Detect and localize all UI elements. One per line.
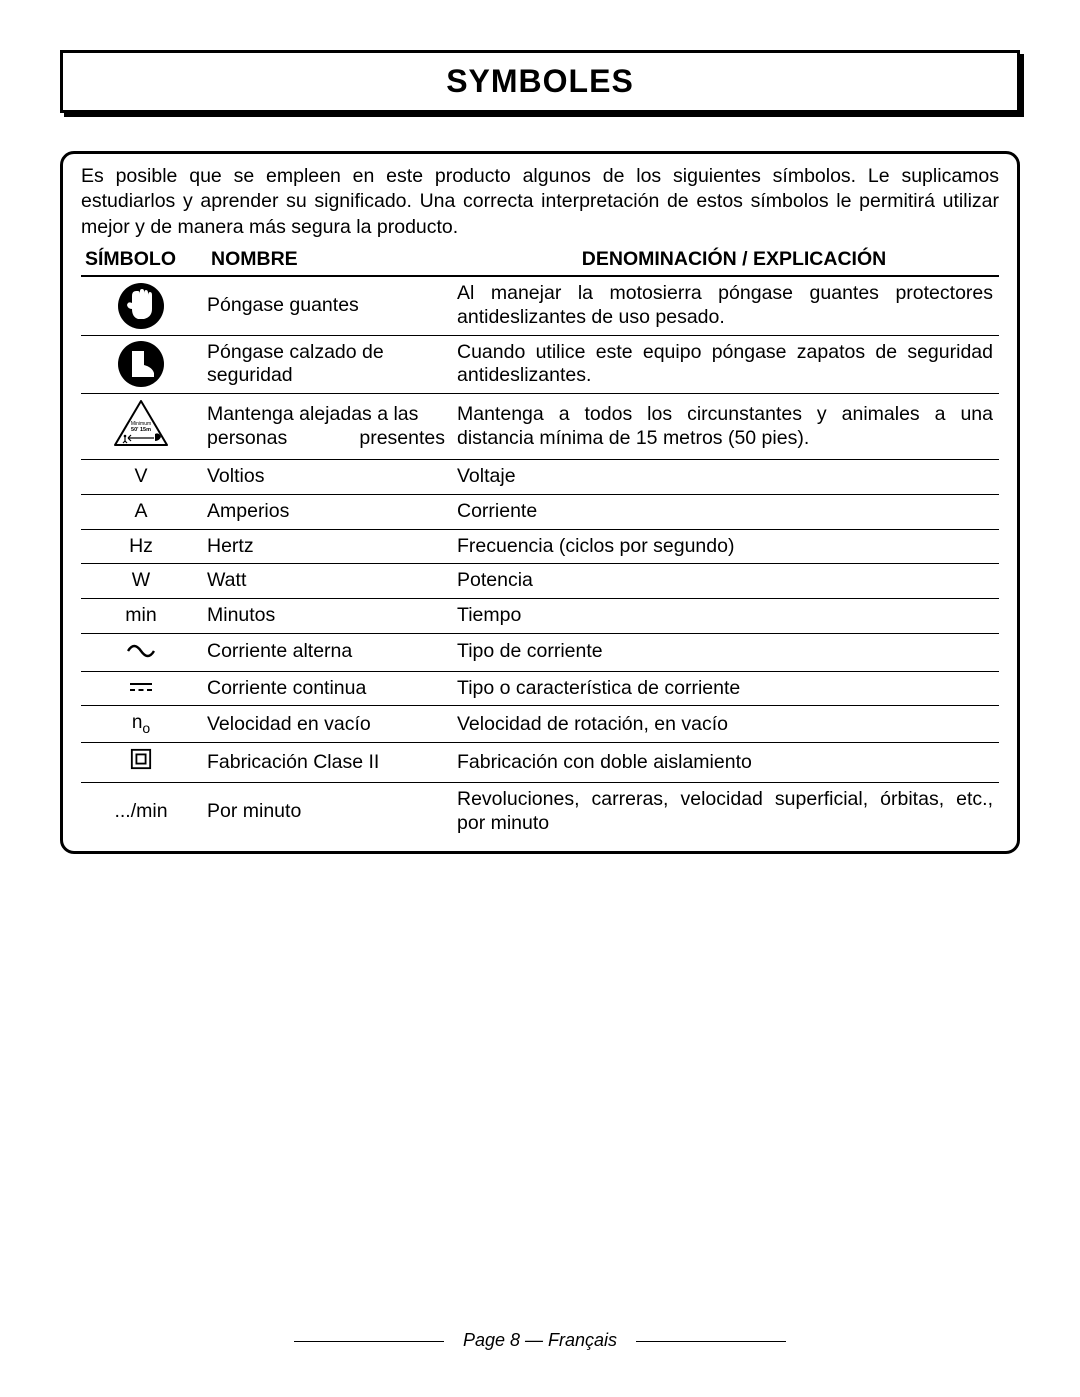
name-cell: Amperios	[201, 494, 451, 529]
table-row: W WattPotencia	[81, 564, 999, 599]
description-cell: Corriente	[451, 494, 999, 529]
name-cell: Póngase calzado de seguridad	[201, 335, 451, 394]
table-row: Póngase calzado de seguridadCuando utili…	[81, 335, 999, 394]
description-cell: Al manejar la motosierra póngase guantes…	[451, 277, 999, 335]
symbol-cell: .../min	[81, 783, 201, 841]
page: SYMBOLES Es posible que se empleen en es…	[0, 0, 1080, 894]
table-row: min MinutosTiempo	[81, 599, 999, 634]
page-footer: Page 8 — Français	[0, 1330, 1080, 1351]
intro-paragraph: Es posible que se empleen en este produc…	[81, 164, 999, 240]
symbol-cell: W	[81, 564, 201, 599]
description-cell: Tipo de corriente	[451, 633, 999, 671]
description-cell: Fabricación con doble aislamiento	[451, 743, 999, 783]
footer-text: Page 8 — Français	[463, 1330, 617, 1350]
keep-away-icon: Minimum50' 15m	[113, 430, 169, 452]
symbol-text: A	[134, 500, 147, 522]
page-title: SYMBOLES	[83, 63, 997, 100]
symbol-cell	[81, 335, 201, 394]
table-row: Póngase guantesAl manejar la motosierra …	[81, 277, 999, 335]
no-load-speed-icon: no	[132, 712, 150, 733]
symbols-table: Póngase guantesAl manejar la motosierra …	[81, 277, 999, 841]
dc-icon	[126, 677, 156, 699]
table-header-row: SÍMBOLO NOMBRE DENOMINACIÓN / EXPLICACIÓ…	[81, 246, 999, 277]
symbol-cell: A	[81, 494, 201, 529]
name-cell: Voltios	[201, 459, 451, 494]
name-cell: Watt	[201, 564, 451, 599]
description-cell: Voltaje	[451, 459, 999, 494]
footer-rule-right	[636, 1341, 786, 1342]
description-cell: Revoluciones, carreras, velocidad superf…	[451, 783, 999, 841]
table-row: .../min Por minutoRevoluciones, carreras,…	[81, 783, 999, 841]
table-row: no Velocidad en vacíoVelocidad de rotació…	[81, 706, 999, 743]
description-cell: Mantenga a todos los circunstantes y ani…	[451, 394, 999, 460]
symbol-cell: no	[81, 706, 201, 743]
name-cell: Corriente continua	[201, 671, 451, 706]
table-row: V VoltiosVoltaje	[81, 459, 999, 494]
symbol-cell: min	[81, 599, 201, 634]
symbol-text: W	[132, 569, 150, 591]
table-row: Corriente alternaTipo de corriente	[81, 633, 999, 671]
gloves-icon	[118, 283, 164, 329]
content-box: Es posible que se empleen en este produc…	[60, 151, 1020, 854]
description-cell: Cuando utilice este equipo póngase zapat…	[451, 335, 999, 394]
table-row: Fabricación Clase IIFabricación con dobl…	[81, 743, 999, 783]
symbol-cell: V	[81, 459, 201, 494]
name-cell: Por minuto	[201, 783, 451, 841]
name-cell: Minutos	[201, 599, 451, 634]
description-cell: Tiempo	[451, 599, 999, 634]
header-name: NOMBRE	[211, 248, 461, 271]
symbol-cell	[81, 633, 201, 671]
symbol-text: .../min	[114, 800, 167, 822]
symbol-cell	[81, 743, 201, 783]
table-row: Minimum50' 15m Mantenga alejadas a las pe…	[81, 394, 999, 460]
footer-rule-left	[294, 1341, 444, 1342]
name-cell: Póngase guantes	[201, 277, 451, 335]
description-cell: Velocidad de rotación, en vacío	[451, 706, 999, 743]
title-box: SYMBOLES	[60, 50, 1020, 113]
table-row: Hz HertzFrecuencia (ciclos por segundo)	[81, 529, 999, 564]
symbol-cell	[81, 277, 201, 335]
header-symbol: SÍMBOLO	[81, 248, 211, 271]
name-cell: Fabricación Clase II	[201, 743, 451, 783]
symbol-cell	[81, 671, 201, 706]
symbol-text: min	[125, 604, 156, 626]
symbol-text: V	[134, 465, 147, 487]
name-cell: Velocidad en vacío	[201, 706, 451, 743]
header-desc: DENOMINACIÓN / EXPLICACIÓN	[461, 248, 999, 271]
class2-icon	[130, 753, 152, 775]
svg-text:50' 15m: 50' 15m	[131, 427, 151, 433]
name-cell: Corriente alterna	[201, 633, 451, 671]
symbol-text: Hz	[129, 535, 153, 557]
boots-icon	[118, 341, 164, 387]
symbol-cell: Hz	[81, 529, 201, 564]
name-cell: Mantenga alejadas a las personas present…	[201, 394, 451, 460]
name-cell: Hertz	[201, 529, 451, 564]
symbol-cell: Minimum50' 15m	[81, 394, 201, 460]
description-cell: Potencia	[451, 564, 999, 599]
table-row: Corriente continuaTipo o característica …	[81, 671, 999, 706]
description-cell: Frecuencia (ciclos por segundo)	[451, 529, 999, 564]
ac-icon	[126, 639, 156, 664]
description-cell: Tipo o característica de corriente	[451, 671, 999, 706]
table-row: A AmperiosCorriente	[81, 494, 999, 529]
